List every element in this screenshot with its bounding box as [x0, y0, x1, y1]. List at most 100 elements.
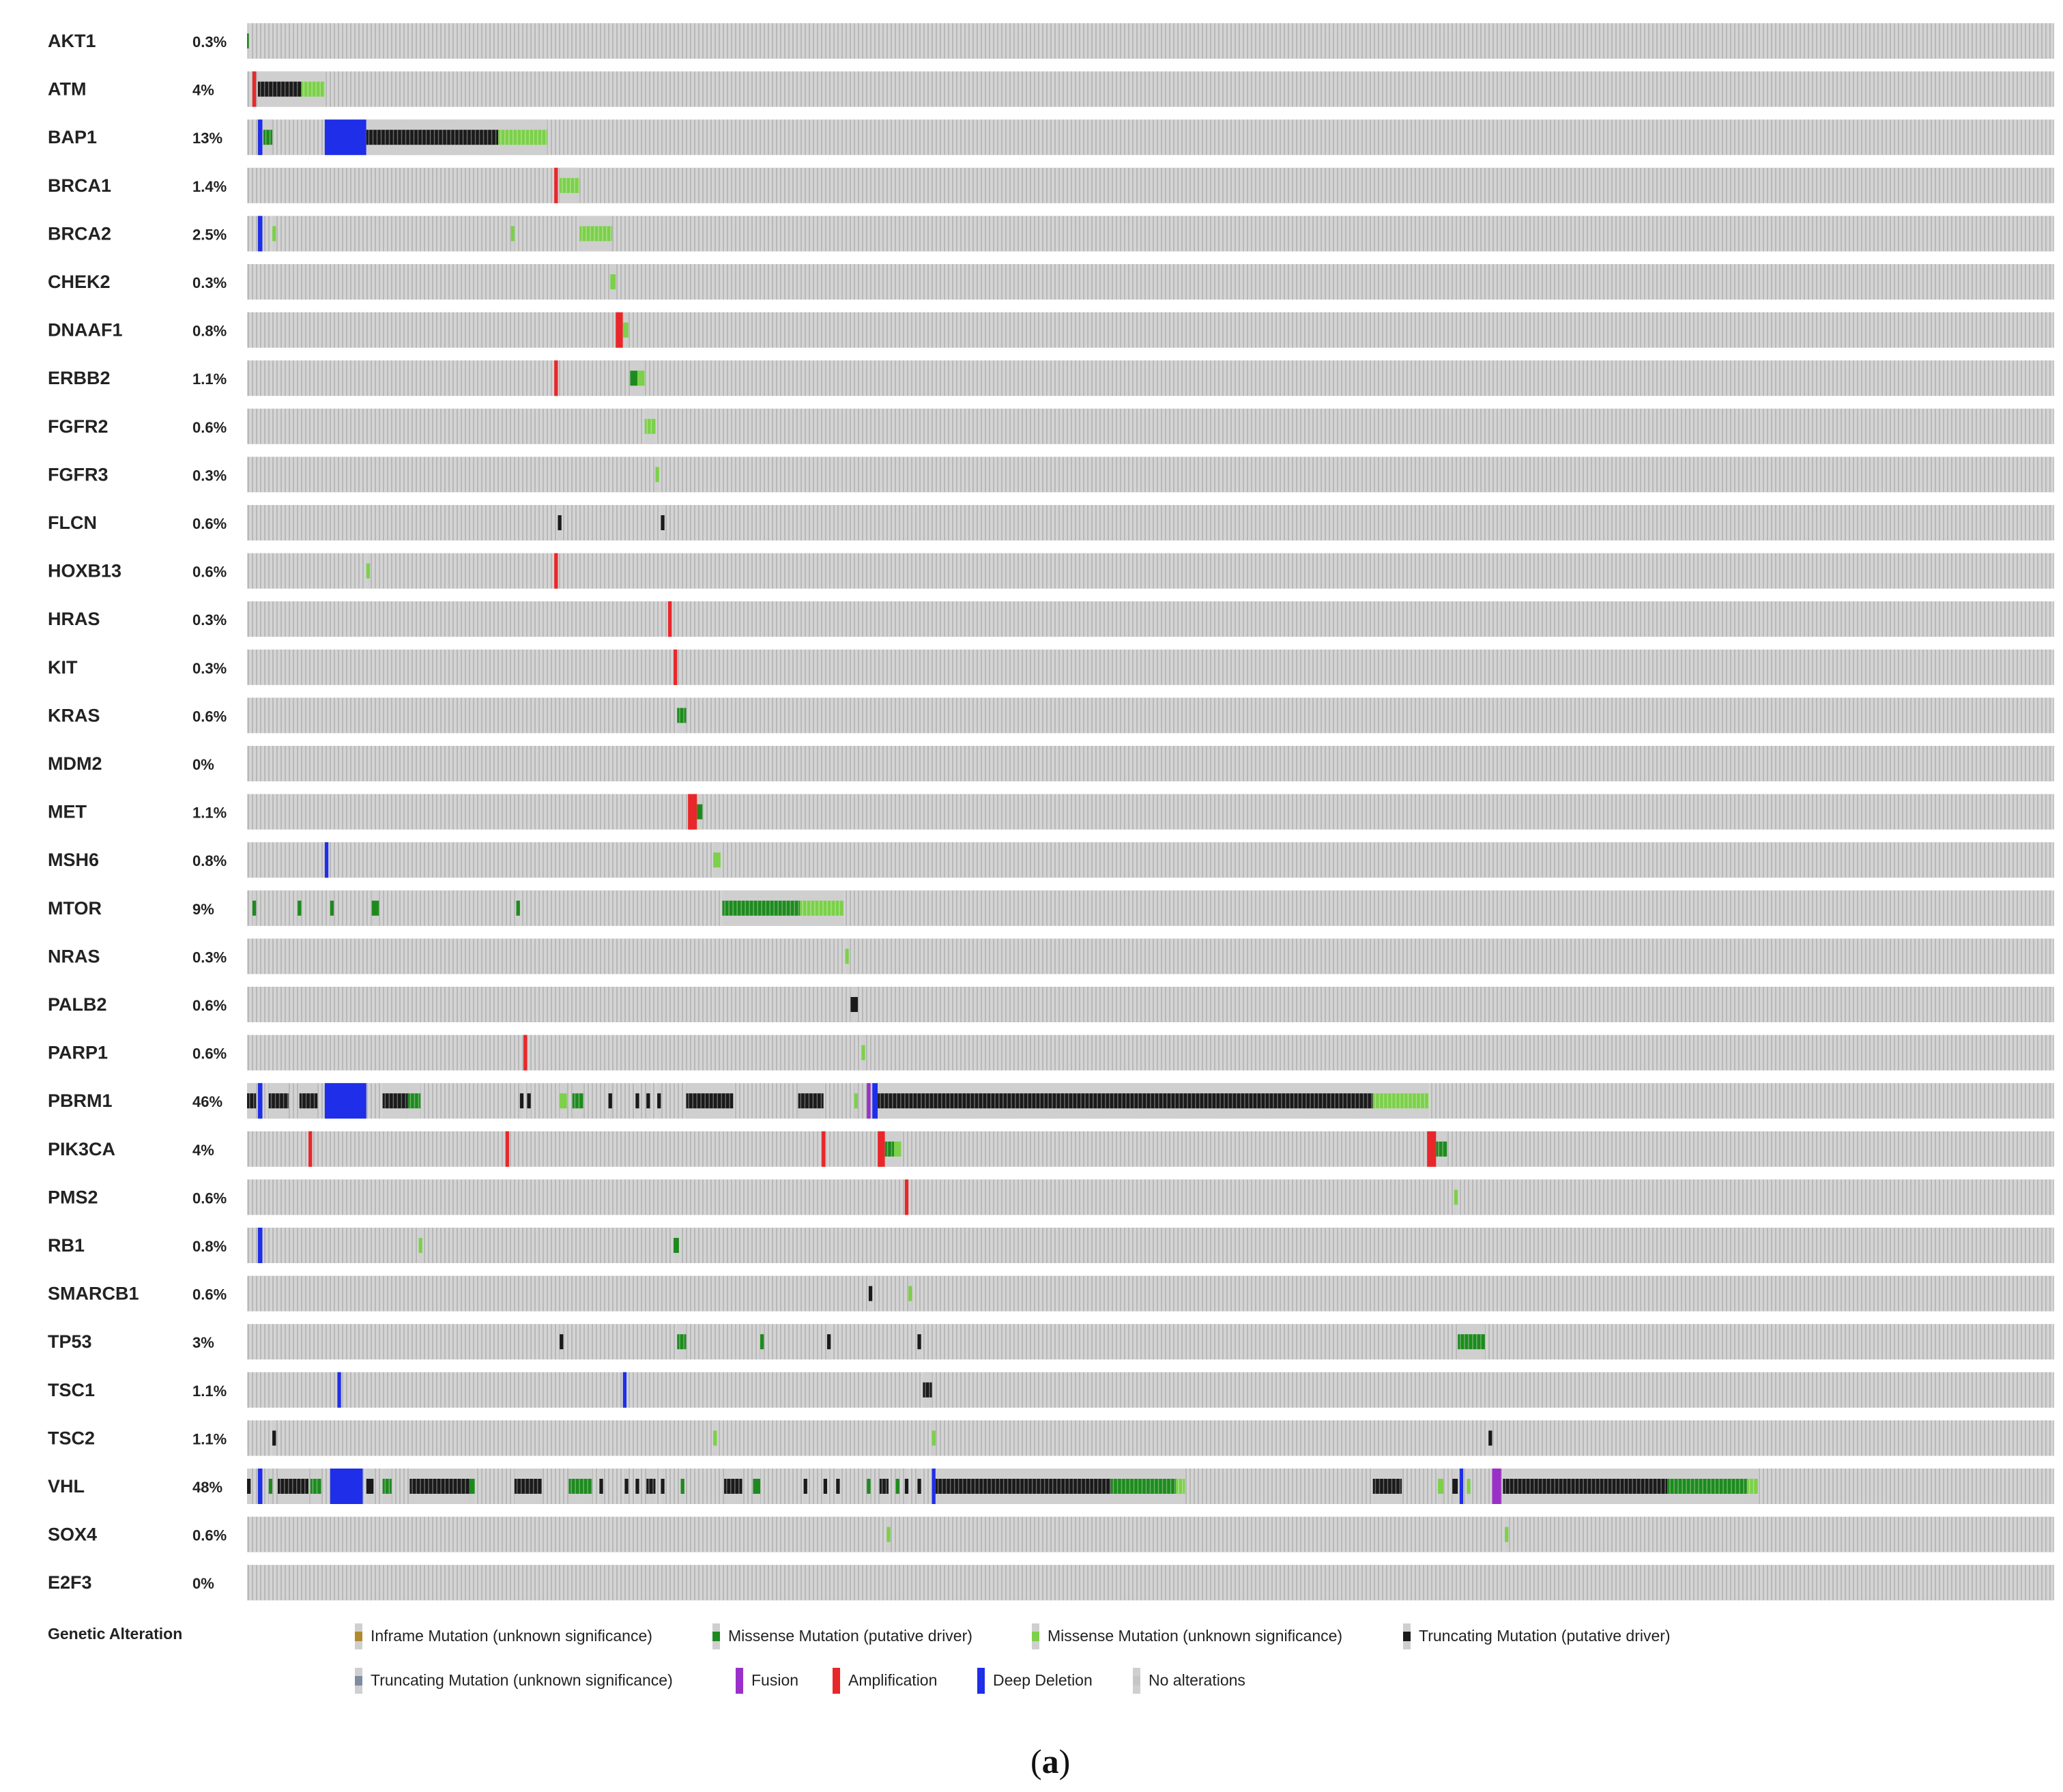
gene-alteration-percent: 9% [192, 901, 214, 918]
alteration-mark-tick [1648, 1479, 1649, 1494]
alteration-mark-tick [1232, 1093, 1233, 1109]
alteration-mark-tick [1178, 1479, 1179, 1494]
alteration-mark-tick [1174, 1093, 1176, 1109]
alteration-mark-tick [1722, 1479, 1724, 1494]
alteration-mark-tick [892, 1093, 893, 1109]
alteration-mark-missense-unknown [932, 1430, 936, 1446]
alteration-mark-amplification [904, 1179, 909, 1215]
alteration-mark-missense-unknown [893, 1141, 901, 1157]
legend-item: Truncating Mutation (putative driver) [1403, 1623, 1671, 1649]
gene-alteration-percent: 0.6% [192, 708, 227, 725]
alteration-mark-tick [1101, 1093, 1102, 1109]
alteration-mark-tick [1355, 1093, 1356, 1109]
alteration-mark-missense-driver [722, 900, 800, 916]
alteration-mark-tick [1116, 1479, 1119, 1494]
alteration-mark-tick [1138, 1093, 1139, 1109]
alteration-mark-tick [1570, 1479, 1572, 1494]
alteration-mark-tick [1145, 1479, 1147, 1494]
alteration-mark-tick [704, 1093, 706, 1109]
alteration-mark-tick [785, 900, 787, 916]
alteration-mark-tick [598, 226, 599, 242]
alteration-mark-tick [757, 900, 758, 916]
alteration-mark-tick [292, 1479, 293, 1494]
gene-label: MET [48, 802, 87, 822]
alteration-mark-tick [1363, 1093, 1364, 1109]
alteration-mark-truncating-driver [1488, 1430, 1492, 1446]
alteration-mark-tick [1179, 1093, 1180, 1109]
alteration-mark-tick [1260, 1093, 1262, 1109]
alteration-mark-tick [1027, 1093, 1028, 1109]
track-background [247, 697, 2054, 734]
gene-label: DNAAF1 [48, 320, 123, 341]
alteration-mark-tick [921, 1093, 922, 1109]
alteration-mark-tick [590, 226, 591, 242]
alteration-mark-truncating-driver [646, 1093, 650, 1109]
alteration-mark-tick [1718, 1479, 1720, 1494]
alteration-mark-amplification [616, 312, 623, 348]
gene-label: PARP1 [48, 1043, 108, 1063]
alteration-mark-amplification [688, 794, 697, 830]
legend-item: Inframe Mutation (unknown significance) [355, 1623, 652, 1649]
alteration-mark-tick [1673, 1479, 1675, 1494]
alteration-mark-amplification [252, 71, 257, 107]
alteration-mark-tick [1203, 1093, 1204, 1109]
gene-alteration-percent: 0.3% [192, 467, 227, 484]
gene-row: BRCA2 2.5% [48, 216, 2054, 252]
alteration-mark-missense-driver [268, 1479, 273, 1494]
alteration-mark-deep-deletion [257, 119, 263, 156]
gene-row: MET 1.1% [48, 794, 2054, 830]
alteration-mark-truncating-driver [299, 1093, 318, 1109]
alteration-mark-deep-deletion [330, 1469, 363, 1504]
alteration-mark-deep-deletion [1459, 1469, 1464, 1504]
alteration-mark-tick [1383, 1093, 1385, 1109]
alteration-mark-missense-unknown [510, 226, 515, 242]
alteration-mark-tick [953, 1479, 955, 1494]
gene-row: KRAS 0.6% [48, 697, 2054, 734]
alteration-mark-deep-deletion [257, 1228, 263, 1263]
alteration-mark-tick [1007, 1479, 1009, 1494]
alteration-mark-tick [1117, 1093, 1119, 1109]
alteration-mark-tick [384, 130, 386, 145]
alteration-mark-truncating-driver [646, 1479, 656, 1494]
alteration-mark-tick [487, 130, 489, 145]
alteration-mark-missense-unknown [579, 226, 612, 242]
alteration-mark-truncating-driver [657, 1093, 661, 1109]
alteration-mark-tick [1383, 1479, 1385, 1494]
alteration-mark-tick [831, 900, 832, 916]
alteration-mark-tick [1199, 1093, 1200, 1109]
gene-row: BRCA1 1.4% [48, 167, 2054, 203]
alteration-mark-tick [1399, 1093, 1401, 1109]
alteration-mark-tick [726, 1479, 727, 1494]
alteration-mark-tick [450, 130, 452, 145]
alteration-mark-tick [970, 1479, 972, 1494]
alteration-mark-tick [1084, 1093, 1086, 1109]
alteration-mark-missense-unknown [655, 467, 659, 482]
gene-row: FLCN 0.6% [48, 505, 2054, 540]
alteration-mark-deep-deletion [324, 842, 329, 878]
alteration-mark-tick [1442, 1141, 1443, 1157]
track-background [247, 938, 2054, 974]
alteration-mark-tick [798, 900, 799, 916]
alteration-mark-missense-unknown [301, 81, 325, 97]
alteration-mark-tick [1031, 1479, 1033, 1494]
gene-alteration-percent: 1.1% [192, 1430, 227, 1447]
alteration-mark-tick [440, 1479, 442, 1494]
alteration-mark-tick [276, 81, 278, 97]
alteration-mark-tick [1002, 1479, 1005, 1494]
alteration-mark-amplification [1427, 1131, 1437, 1167]
alteration-mark-missense-driver [673, 1238, 679, 1253]
gene-row: ERBB2 1.1% [48, 360, 2054, 396]
alteration-mark-tick [292, 81, 294, 97]
alteration-mark-tick [437, 130, 439, 145]
alteration-mark-tick [1256, 1093, 1258, 1109]
alteration-mark-tick [574, 177, 575, 193]
alteration-mark-tick [945, 1093, 947, 1109]
alteration-mark-tick [461, 1479, 462, 1494]
alteration-mark-tick [808, 1093, 810, 1109]
alteration-mark-tick [1244, 1093, 1245, 1109]
panel-label-open: ( [1030, 1742, 1042, 1780]
alteration-mark-tick [1105, 1093, 1106, 1109]
alteration-mark-tick [962, 1479, 964, 1494]
alteration-mark-truncating-driver [635, 1479, 639, 1494]
alteration-mark-amplification [554, 167, 558, 203]
